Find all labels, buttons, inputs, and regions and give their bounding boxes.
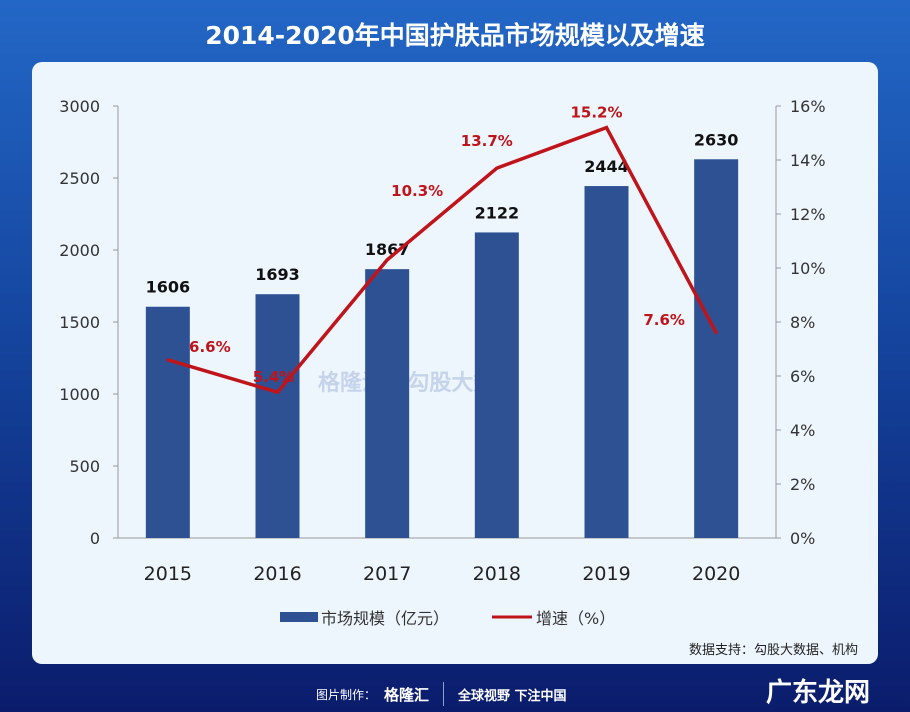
line-point xyxy=(166,358,170,362)
left-tick-label: 1500 xyxy=(59,313,100,332)
footer: 图片制作： 格隆汇 全球视野 下注中国 xyxy=(316,682,567,706)
left-tick-label: 2500 xyxy=(59,169,100,188)
line-point xyxy=(276,390,279,394)
line-label: 5.4% xyxy=(253,368,295,386)
legend-bar-label: 市场规模（亿元） xyxy=(321,609,449,628)
x-tick-label: 2018 xyxy=(473,563,521,585)
right-tick-label: 0% xyxy=(790,529,815,548)
right-tick-label: 4% xyxy=(790,421,815,440)
right-tick-label: 16% xyxy=(790,97,826,116)
x-tick-label: 2016 xyxy=(253,563,301,585)
x-tick-label: 2020 xyxy=(692,563,740,585)
bar-label: 1606 xyxy=(146,278,191,297)
legend-line-label: 增速（%） xyxy=(536,609,615,628)
left-tick-label: 2000 xyxy=(59,241,100,260)
corner-watermark: 广东龙网 xyxy=(765,678,870,708)
line-label: 10.3% xyxy=(391,182,443,200)
right-tick-label: 12% xyxy=(790,205,826,224)
growth-line xyxy=(167,125,718,395)
bar xyxy=(474,232,519,538)
bar-label: 2630 xyxy=(694,130,739,149)
x-tick-label: 2015 xyxy=(144,563,192,585)
line-label: 7.6% xyxy=(643,311,685,329)
bar-label: 2122 xyxy=(475,203,520,222)
slogan: 全球视野 下注中国 xyxy=(458,688,567,704)
right-tick-label: 14% xyxy=(790,151,826,170)
left-tick-label: 0 xyxy=(90,529,100,548)
bar xyxy=(255,294,300,538)
line-point xyxy=(385,258,389,262)
bar-label: 2444 xyxy=(584,157,629,176)
line-label: 6.6% xyxy=(189,338,231,356)
bar xyxy=(145,306,190,538)
bar xyxy=(694,159,739,538)
right-tick-label: 10% xyxy=(790,259,826,278)
line-point xyxy=(714,331,718,335)
bar-label: 1693 xyxy=(255,265,300,284)
bar xyxy=(584,186,629,538)
bar xyxy=(365,269,410,538)
line-label: 13.7% xyxy=(461,132,513,150)
line-point xyxy=(495,166,499,170)
page-title: 2014-2020年中国护肤品市场规模以及增速 xyxy=(205,21,705,50)
divider xyxy=(443,682,445,706)
line-point xyxy=(605,126,608,130)
left-tick-label: 3000 xyxy=(59,97,100,116)
right-tick-label: 6% xyxy=(790,367,815,386)
left-tick-label: 1000 xyxy=(59,385,100,404)
made-by-label: 图片制作： xyxy=(316,687,377,702)
right-tick-label: 8% xyxy=(790,313,815,332)
left-tick-label: 500 xyxy=(69,457,100,476)
bar-label: 1867 xyxy=(365,240,410,259)
brand-logo: 格隆汇 xyxy=(384,685,430,704)
legend-bar-swatch xyxy=(280,612,318,622)
x-tick-label: 2019 xyxy=(582,563,630,585)
right-tick-label: 2% xyxy=(790,475,815,494)
x-tick-label: 2017 xyxy=(363,563,411,585)
line-label: 15.2% xyxy=(570,104,622,122)
data-source: 数据支持：勾股大数据、机构 xyxy=(688,643,858,658)
